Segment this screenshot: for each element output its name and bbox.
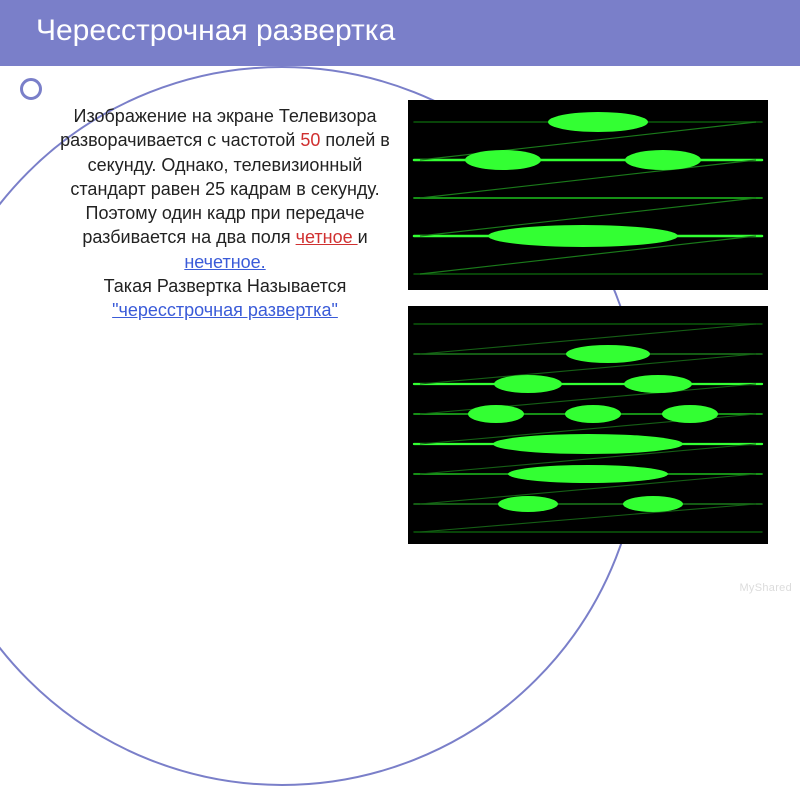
odd-link[interactable]: нечетное. [184, 252, 265, 272]
header-underline [0, 62, 800, 66]
slide-title: Чересстрочная развертка [36, 14, 800, 48]
body-and: и [358, 227, 368, 247]
watermark: MyShared [739, 582, 792, 594]
bullet-dot [20, 78, 42, 100]
slide: Чересстрочная развертка Изображение на э… [0, 0, 800, 600]
diagram-column [408, 100, 770, 580]
body-text: Изображение на экране Телевизора развора… [60, 100, 390, 580]
highlight-number: 50 [300, 130, 320, 150]
even-link[interactable]: четное [296, 227, 358, 247]
body-p2a: Такая Развертка Называется [104, 276, 347, 296]
content-area: Изображение на экране Телевизора развора… [60, 100, 770, 580]
slide-header: Чересстрочная развертка [0, 0, 800, 62]
interlace-link[interactable]: "чересстрочная развертка" [112, 300, 338, 320]
diagram-top [408, 100, 768, 290]
diagram-bottom [408, 306, 768, 544]
